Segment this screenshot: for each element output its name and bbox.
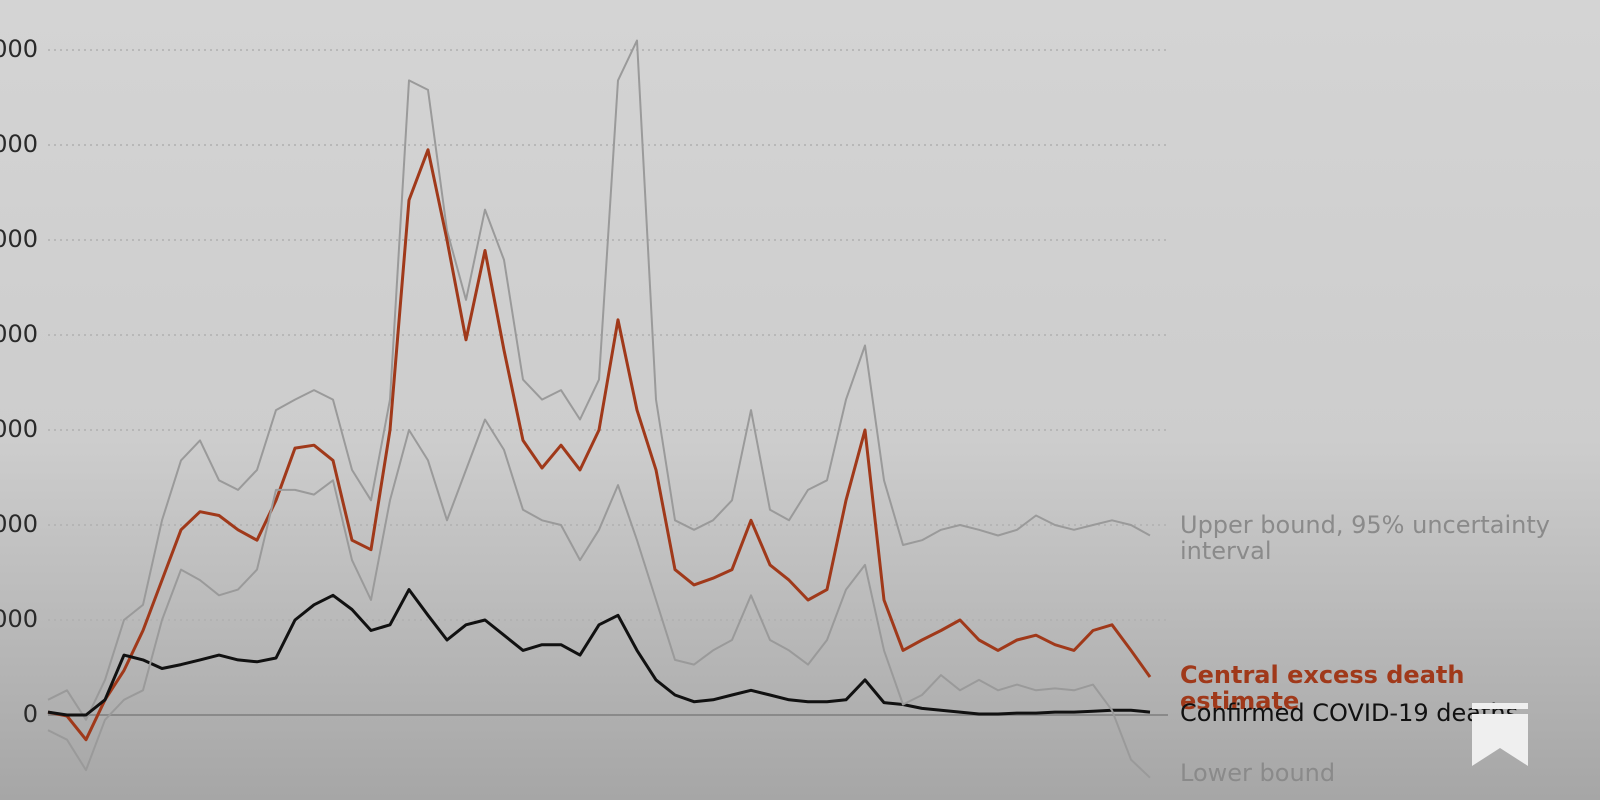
y-tick-label: 000 — [0, 510, 38, 538]
y-tick-label: 0 — [23, 700, 38, 728]
y-tick-label: 000 — [0, 130, 38, 158]
series-line — [47, 418, 1151, 779]
series-label: Upper bound, 95% uncertainty interval — [1180, 511, 1550, 565]
bookmark-icon[interactable] — [1472, 703, 1528, 766]
y-tick-label: 000 — [0, 320, 38, 348]
series-line — [47, 148, 1152, 742]
series-label: Confirmed COVID-19 deaths — [1180, 699, 1519, 727]
y-tick-label: 000 — [0, 605, 38, 633]
series-line — [47, 588, 1151, 717]
series-label: Central excess death estimate — [1180, 661, 1465, 715]
y-tick-label: 000 — [0, 35, 38, 63]
y-tick-label: 000 — [0, 225, 38, 253]
series-label: Lower bound — [1180, 759, 1336, 787]
series-line — [47, 39, 1151, 721]
y-tick-label: 000 — [0, 415, 38, 443]
